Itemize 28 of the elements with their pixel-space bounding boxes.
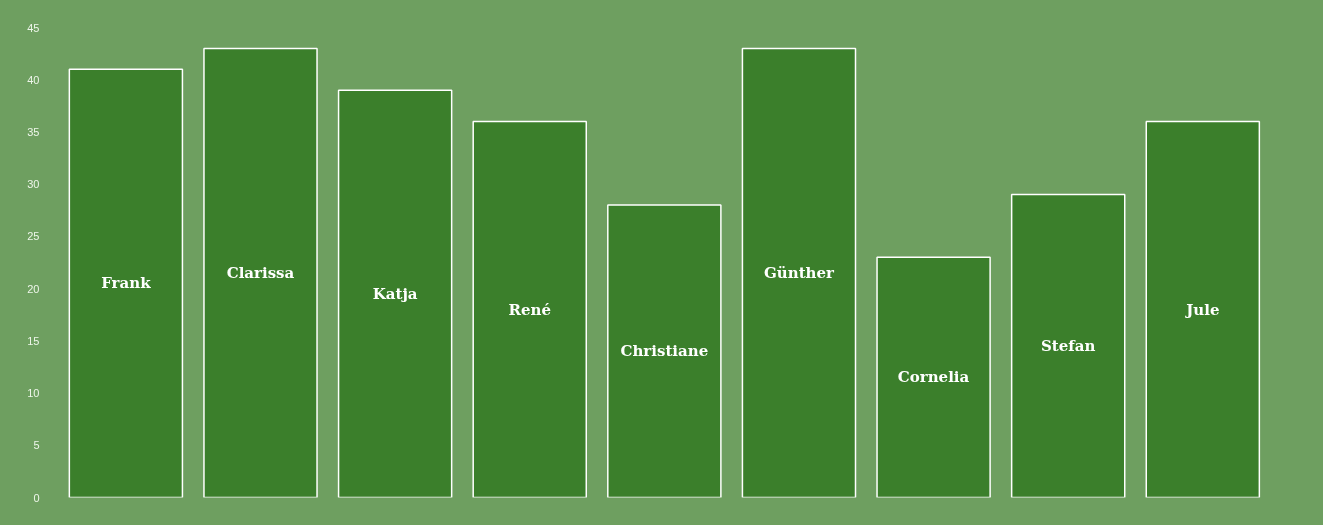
bar: [203, 47, 318, 498]
bar: [337, 89, 453, 498]
y-tick-label: 20: [27, 282, 40, 295]
x-tick-label: Christiane: [620, 342, 709, 361]
x-tick-label: Jule: [1184, 300, 1220, 319]
y-tick-label: 15: [27, 334, 40, 347]
y-tick-label: 45: [27, 21, 40, 34]
y-tick-label: 30: [27, 178, 40, 191]
x-tick-label: Katja: [372, 284, 418, 303]
y-tick-label: 5: [33, 439, 40, 452]
bar: [607, 204, 722, 498]
x-tick-label: Cornelia: [897, 368, 970, 387]
y-tick-label: 0: [33, 491, 40, 504]
bar: [68, 68, 184, 498]
x-tick-label: Günther: [764, 263, 836, 282]
bar: [876, 256, 991, 498]
y-tick-label: 40: [27, 73, 40, 86]
x-tick-label: Clarissa: [226, 263, 295, 282]
y-tick-label: 25: [27, 230, 40, 243]
bar: [1145, 120, 1261, 498]
x-tick-label: Frank: [101, 274, 152, 293]
x-tick-label: Stefan: [1041, 337, 1096, 356]
x-tick-label: René: [508, 300, 551, 319]
y-tick-label: 10: [27, 387, 40, 400]
bar: [472, 120, 588, 498]
bar: [1010, 193, 1126, 498]
bar: [741, 47, 857, 498]
y-tick-label: 35: [27, 125, 40, 138]
